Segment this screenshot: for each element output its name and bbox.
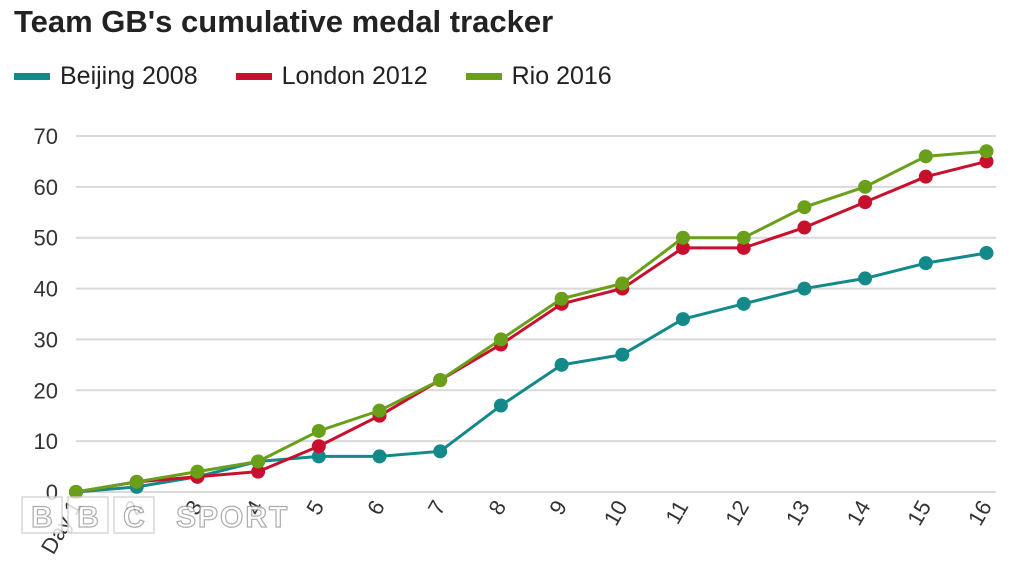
data-point <box>433 444 448 459</box>
legend-swatch <box>235 72 272 80</box>
data-point <box>251 454 266 469</box>
x-tick-label: 14 <box>842 496 876 530</box>
data-point <box>372 449 387 464</box>
logo-letter: C <box>123 501 145 534</box>
data-point <box>736 230 751 245</box>
data-point <box>736 240 751 255</box>
data-point <box>311 449 326 464</box>
series-line <box>75 149 987 494</box>
x-tick-label: 5 <box>301 496 329 519</box>
grid-lines <box>76 135 996 493</box>
data-point <box>979 144 994 159</box>
y-tick-label: 10 <box>34 429 58 454</box>
data-point <box>676 240 690 255</box>
logo-letter: B <box>77 501 99 534</box>
data-point <box>493 332 508 347</box>
legend: Beijing 2008 London 2012 Rio 2016 <box>14 60 650 92</box>
x-tick-label: 6 <box>362 496 390 519</box>
logo-box <box>21 496 63 534</box>
legend-item: London 2012 <box>235 61 428 91</box>
y-tick-label: 30 <box>34 327 58 352</box>
data-point <box>979 245 994 260</box>
data-point <box>615 347 630 362</box>
data-point <box>858 271 873 286</box>
legend-item: Beijing 2008 <box>14 62 198 91</box>
data-point <box>129 474 144 489</box>
data-point <box>372 403 387 418</box>
x-tick-label: 9 <box>544 496 572 519</box>
data-point <box>493 398 508 413</box>
data-point <box>736 296 751 311</box>
series-beijing-2008 <box>69 245 994 499</box>
data-point <box>676 312 690 327</box>
y-tick-label: 70 <box>34 124 58 149</box>
data-point <box>858 195 873 210</box>
bbc-sport-logo: B B C SPORT <box>21 496 289 535</box>
data-point <box>797 200 812 215</box>
data-point <box>918 149 933 164</box>
logo-letter: B <box>31 501 53 534</box>
data-point <box>190 464 205 479</box>
x-tick-label: 8 <box>483 496 511 519</box>
x-tick-label: 11 <box>660 496 693 528</box>
x-tick-label: 7 <box>423 496 451 519</box>
data-point <box>251 464 266 479</box>
x-tick-label: 16 <box>963 496 997 530</box>
series-rio-2016 <box>69 144 994 499</box>
legend-label: London 2012 <box>281 61 428 90</box>
series-london-2012 <box>69 154 994 499</box>
data-point <box>615 276 630 291</box>
legend-item: Rio 2016 <box>465 61 612 91</box>
chart-title: Team GB's cumulative medal tracker <box>14 4 554 39</box>
logo-box <box>113 496 155 534</box>
data-point <box>797 281 812 296</box>
data-point <box>918 256 933 271</box>
data-point <box>433 373 448 388</box>
data-point <box>858 179 873 194</box>
data-point <box>979 154 994 169</box>
data-point <box>554 291 569 306</box>
data-point <box>676 230 690 245</box>
data-point <box>797 220 812 235</box>
legend-swatch <box>465 72 502 80</box>
series-line <box>75 159 987 494</box>
logo-word: SPORT <box>176 501 289 534</box>
data-point <box>69 485 83 499</box>
x-tick-label: 10 <box>599 496 633 530</box>
data-point <box>311 423 326 438</box>
y-tick-label: 40 <box>34 277 58 302</box>
data-point <box>554 357 569 372</box>
data-point <box>311 439 326 454</box>
x-tick-label: 15 <box>902 496 936 530</box>
data-point <box>918 169 933 184</box>
y-tick-label: 50 <box>34 226 58 251</box>
logo-box <box>67 496 109 534</box>
series-line <box>75 251 987 494</box>
legend-swatch <box>14 72 50 80</box>
x-tick-label: 13 <box>781 496 815 530</box>
legend-label: Beijing 2008 <box>60 61 198 90</box>
series-lines <box>69 144 994 499</box>
x-tick-label: 12 <box>720 496 754 530</box>
legend-label: Rio 2016 <box>511 61 612 90</box>
y-tick-label: 20 <box>34 378 58 403</box>
y-tick-label: 60 <box>34 175 58 200</box>
